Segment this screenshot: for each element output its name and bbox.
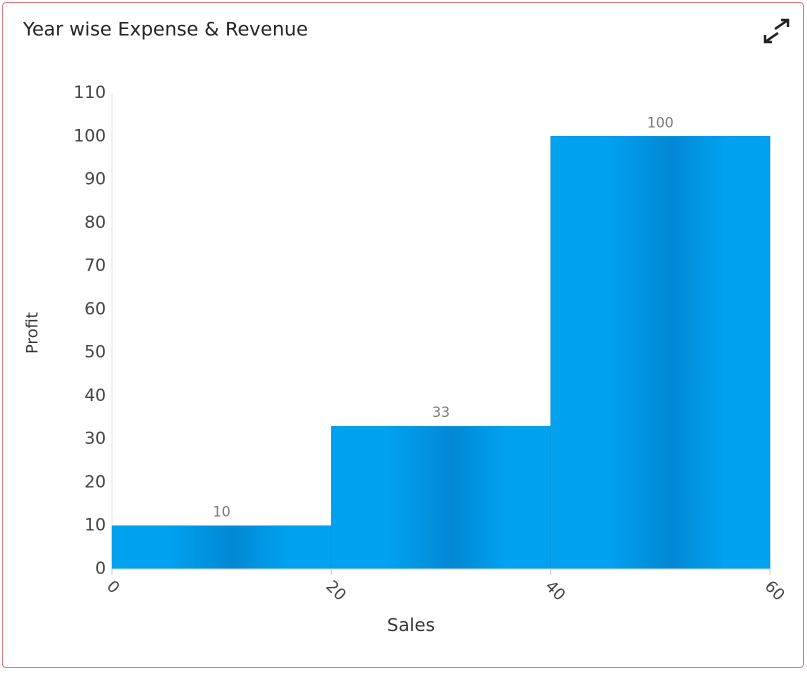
y-tick-label: 90 xyxy=(84,170,106,190)
y-tick-label: 110 xyxy=(74,83,106,103)
x-tick-label: 0 xyxy=(103,577,124,598)
y-tick-label: 50 xyxy=(84,343,106,363)
expand-arrow xyxy=(763,32,779,44)
value-label: 33 xyxy=(432,405,450,421)
y-tick-label: 20 xyxy=(84,472,106,492)
y-tick-label: 60 xyxy=(84,299,106,319)
x-tick-label: 20 xyxy=(322,577,350,605)
y-tick-label: 100 xyxy=(74,126,106,146)
y-tick-label: 10 xyxy=(84,516,106,536)
y-tick-label: 80 xyxy=(84,213,106,233)
y-axis-label: Profit xyxy=(23,312,42,354)
bar xyxy=(331,425,551,570)
chart-title: Year wise Expense & Revenue xyxy=(22,19,308,41)
y-tick-label: 70 xyxy=(84,256,106,276)
value-label: 100 xyxy=(647,115,674,131)
y-tick-label: 30 xyxy=(84,429,106,449)
expand-icon[interactable] xyxy=(763,18,790,44)
value-label: 10 xyxy=(213,505,231,521)
x-tick-label: 40 xyxy=(542,577,570,605)
bar xyxy=(550,136,771,570)
y-tick-label: 40 xyxy=(84,386,106,406)
bar xyxy=(111,525,332,570)
y-tick-label: 0 xyxy=(95,559,106,579)
x-axis-label: Sales xyxy=(387,615,435,636)
x-tick-label: 60 xyxy=(761,577,789,605)
expand-arrow xyxy=(774,18,790,30)
